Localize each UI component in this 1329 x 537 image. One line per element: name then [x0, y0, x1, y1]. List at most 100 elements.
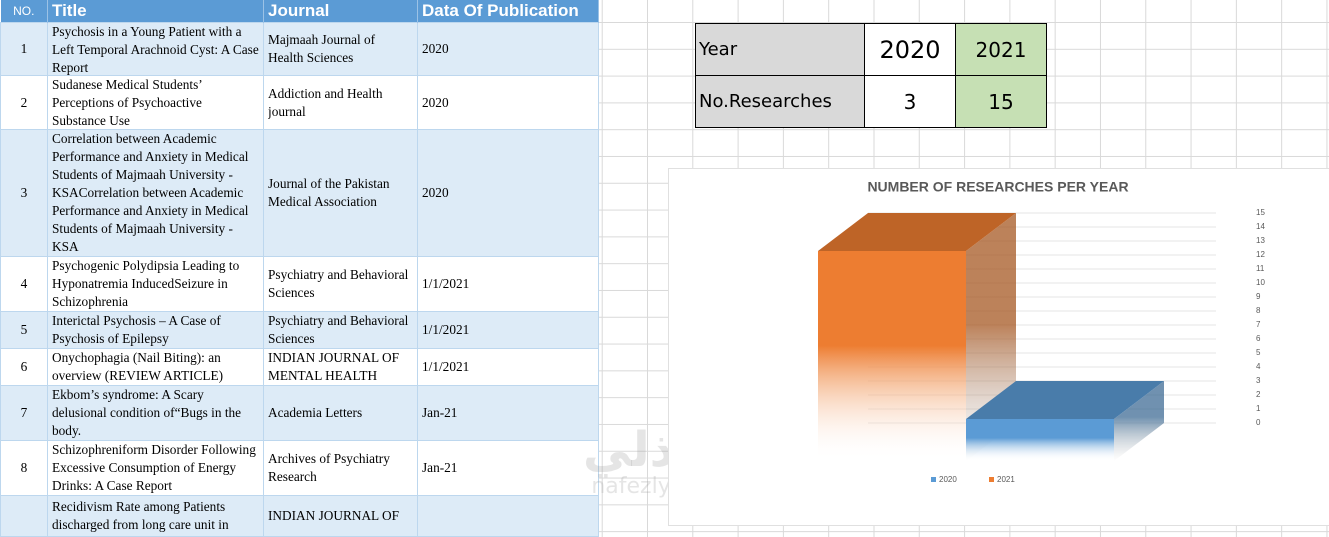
table-cell: INDIAN JOURNAL OF — [263, 495, 418, 537]
cell-text: Academia Letters — [268, 405, 363, 420]
cell-text: 8 — [20, 460, 28, 475]
column-header: Journal — [263, 0, 418, 23]
y-tick-label: 6 — [1256, 334, 1261, 343]
cell-text: Psychogenic Polydipsia Leading to Hypona… — [52, 258, 240, 309]
cell-text: INDIAN JOURNAL OF — [268, 508, 399, 523]
table-row: 8 Schizophreniform Disorder Following Exc… — [0, 440, 599, 496]
cell-text: 1/1/2021 — [422, 322, 470, 337]
y-tick-label: 11 — [1256, 264, 1265, 273]
cell-text: Onychophagia (Nail Biting): an overview … — [52, 350, 224, 383]
y-tick-label: 15 — [1256, 208, 1265, 217]
cell-text: Archives of Psychiatry Research — [268, 451, 390, 484]
bar-3d — [966, 381, 1164, 461]
bar-side — [1114, 381, 1164, 461]
y-tick-label: 10 — [1256, 278, 1265, 287]
bar-top — [966, 381, 1164, 419]
cell-text: Correlation between Academic Performance… — [52, 131, 249, 254]
legend-swatch — [989, 477, 994, 482]
legend-label: 2020 — [939, 475, 957, 484]
cell-text: 7 — [20, 405, 28, 420]
table-cell: Psychiatry and Behavioral Sciences — [263, 256, 418, 312]
table-cell: Archives of Psychiatry Research — [263, 440, 418, 496]
table-cell: INDIAN JOURNAL OF MENTAL HEALTH — [263, 348, 418, 386]
summary-cell: 3 — [864, 75, 956, 128]
cell-text: Journal of the Pakistan Medical Associat… — [268, 176, 390, 209]
cell-text: 1/1/2021 — [422, 359, 470, 374]
cell-text: Psychiatry and Behavioral Sciences — [268, 267, 409, 300]
legend-swatch — [931, 477, 936, 482]
summary-cell: 2020 — [864, 23, 956, 76]
table-cell: Correlation between Academic Performance… — [47, 129, 264, 257]
cell-text: 2 — [20, 94, 28, 110]
summary-cell: 2021 — [955, 23, 1047, 76]
table-cell: 2020 — [417, 129, 599, 257]
table-row: 5 Interictal Psychosis – A Case of Psycho… — [0, 311, 599, 349]
summary-table: Year 2020 2021 No.Researches 3 15 — [695, 23, 1047, 128]
publications-table: NO. Title Journal Data Of Publication 1 Psych… — [0, 0, 599, 537]
y-tick-label: 3 — [1256, 376, 1261, 385]
table-row: 7 Ekbom’s syndrome: A Scary delusional co… — [0, 385, 599, 441]
y-tick-label: 7 — [1256, 320, 1261, 329]
cell-text: 3 — [20, 185, 28, 200]
table-cell: 1/1/2021 — [417, 348, 599, 386]
cell-text: 2020 — [422, 185, 449, 200]
table-cell: 1/1/2021 — [417, 256, 599, 312]
table-cell: 8 — [0, 440, 48, 496]
legend-label: 2021 — [997, 475, 1015, 484]
cell-text: Interictal Psychosis – A Case of Psychos… — [52, 313, 221, 346]
cell-text: 2020 — [422, 94, 449, 110]
table-cell: Jan-21 — [417, 440, 599, 496]
bar — [818, 251, 966, 461]
table-cell: Jan-21 — [417, 385, 599, 441]
summary-row: No.Researches 3 15 — [695, 75, 1047, 128]
bar-3d — [818, 213, 1016, 461]
cell-text: Psychosis in a Young Patient with a Left… — [52, 24, 259, 75]
table-cell: Ekbom’s syndrome: A Scary delusional con… — [47, 385, 264, 441]
cell-text: Schizophreniform Disorder Following Exce… — [52, 442, 256, 493]
y-tick-label: 0 — [1256, 418, 1261, 427]
y-tick-label: 8 — [1256, 306, 1261, 315]
table-cell: 5 — [0, 311, 48, 349]
table-cell: Sudanese Medical Students’ Perceptions o… — [47, 75, 264, 130]
cell-text: 2020 — [422, 41, 449, 56]
cell-text: 1/1/2021 — [422, 276, 470, 291]
table-cell: Psychogenic Polydipsia Leading to Hypona… — [47, 256, 264, 312]
table-cell: Psychosis in a Young Patient with a Left… — [47, 22, 264, 76]
table-cell: Psychiatry and Behavioral Sciences — [263, 311, 418, 349]
table-cell: Interictal Psychosis – A Case of Psychos… — [47, 311, 264, 349]
table-cell: 4 — [0, 256, 48, 312]
table-row: 1 Psychosis in a Young Patient with a Lef… — [0, 22, 599, 76]
table-cell: Addiction and Health journal — [263, 75, 418, 130]
cell-text: Jan-21 — [422, 405, 458, 420]
table-cell: 6 — [0, 348, 48, 386]
table-cell — [417, 495, 599, 537]
summary-row: Year 2020 2021 — [695, 23, 1047, 76]
table-cell: Academia Letters — [263, 385, 418, 441]
y-tick-label: 1 — [1256, 404, 1261, 413]
y-tick-label: 14 — [1256, 222, 1265, 231]
column-header: Title — [47, 0, 264, 23]
y-tick-label: 12 — [1256, 250, 1265, 259]
table-row: Recidivism Rate among Patients discharge… — [0, 495, 599, 537]
cell-text: Psychiatry and Behavioral Sciences — [268, 313, 409, 346]
table-cell: 1 — [0, 22, 48, 76]
y-tick-label: 13 — [1256, 236, 1265, 245]
bar-top — [818, 213, 1016, 251]
table-row: 2 Sudanese Medical Students’ Perceptions … — [0, 75, 599, 130]
y-tick-label: 9 — [1256, 292, 1261, 301]
table-cell: Journal of the Pakistan Medical Associat… — [263, 129, 418, 257]
table-cell: Recidivism Rate among Patients discharge… — [47, 495, 264, 537]
column-header: NO. — [0, 0, 48, 23]
chart-title: NUMBER OF RESEARCHES PER YEAR — [867, 179, 1128, 195]
y-tick-label: 4 — [1256, 362, 1261, 371]
table-row: 4 Psychogenic Polydipsia Leading to Hypon… — [0, 256, 599, 312]
cell-text: 1 — [20, 41, 28, 56]
table-cell: 7 — [0, 385, 48, 441]
table-cell: 3 — [0, 129, 48, 257]
summary-cell: No.Researches — [695, 75, 865, 128]
cell-text: Sudanese Medical Students’ Perceptions o… — [52, 77, 202, 128]
y-tick-label: 5 — [1256, 348, 1261, 357]
table-cell: Majmaah Journal of Health Sciences — [263, 22, 418, 76]
cell-text: 5 — [20, 322, 28, 337]
